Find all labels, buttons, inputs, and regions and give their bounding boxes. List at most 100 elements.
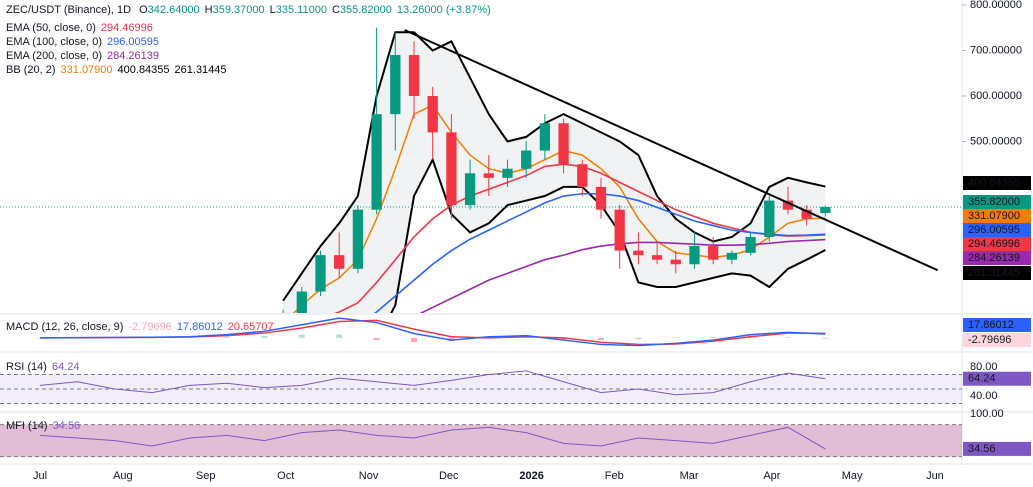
legend-value: 294.46996 bbox=[101, 22, 153, 34]
legend-value: 17.86012 bbox=[177, 321, 223, 333]
legend-name: MFI (14) bbox=[6, 420, 48, 432]
legend-title: ZEC/USDT (Binance), 1D O342.64000 H359.370… bbox=[6, 4, 491, 16]
ohlc-value: 342.64000 bbox=[148, 4, 200, 16]
candle-body bbox=[670, 259, 681, 265]
y-tick-label: 600.00000 bbox=[970, 90, 1022, 102]
legend: ZEC/USDT (Binance), 1D O342.64000 H359.370… bbox=[6, 4, 491, 76]
ema200-label: 284.26139 bbox=[968, 252, 1020, 264]
bb-lower-label-bg bbox=[963, 266, 1031, 280]
legend-name: MACD (12, 26, close, 9) bbox=[6, 321, 123, 333]
candle-body bbox=[820, 207, 831, 214]
symbol: ZEC/USDT (Binance), 1D bbox=[6, 4, 131, 16]
x-tick-label: Jun bbox=[926, 470, 944, 482]
legend-value: 64.24 bbox=[52, 361, 80, 373]
macd-hist-bar bbox=[37, 337, 44, 339]
mfi-legend: MFI (14) 34.56 bbox=[6, 420, 80, 432]
candle-body bbox=[651, 255, 663, 260]
hist-label: -2.79696 bbox=[968, 334, 1011, 346]
legend-name: EMA (50, close, 0) bbox=[6, 22, 96, 34]
candle-body bbox=[577, 164, 588, 187]
x-tick-label: Sep bbox=[196, 470, 216, 482]
legend-value: 34.56 bbox=[53, 420, 81, 432]
candle-body bbox=[614, 209, 625, 251]
candle-body bbox=[502, 168, 513, 178]
legend-row: EMA (100, close, 0) 296.00595 bbox=[6, 36, 159, 48]
x-tick-label: Mar bbox=[680, 470, 699, 482]
candle-body bbox=[782, 200, 794, 210]
legend-value: 284.26139 bbox=[107, 50, 159, 62]
ema50-label: 294.46996 bbox=[968, 238, 1020, 250]
candle-body bbox=[726, 252, 738, 260]
x-tick-label: Dec bbox=[439, 470, 459, 482]
bb-lower-label: 261.31445 bbox=[968, 267, 1020, 279]
legend-row: BB (20, 2) 331.07900 400.84355 261.31445 bbox=[6, 64, 227, 76]
legend-value: 400.84355 bbox=[118, 64, 170, 76]
bb-upper-label: 400.84355 bbox=[968, 177, 1020, 189]
legend-value: 261.31445 bbox=[175, 64, 227, 76]
mfi-line bbox=[39, 426, 826, 450]
ema-line bbox=[419, 238, 826, 313]
candle-body bbox=[633, 250, 644, 256]
ema-line bbox=[373, 192, 826, 313]
bb-basis-label-bg bbox=[963, 209, 1031, 223]
candle-body bbox=[483, 173, 494, 178]
x-tick-label: Aug bbox=[113, 470, 133, 482]
ohlc-value: 359.37000 bbox=[213, 4, 265, 16]
candle-body bbox=[464, 173, 476, 206]
candle-body bbox=[521, 150, 532, 169]
trendline bbox=[404, 29, 938, 272]
x-tick-label: Oct bbox=[277, 470, 294, 482]
macd-macd bbox=[40, 317, 826, 347]
macd-hist-bar bbox=[261, 336, 268, 338]
close-label: 355.82000 bbox=[968, 196, 1020, 208]
x-tick-label: Feb bbox=[605, 470, 624, 482]
candle-body bbox=[539, 123, 551, 151]
candle-body bbox=[315, 255, 326, 292]
x-tick-label: May bbox=[842, 470, 863, 482]
y-tick-label: 80.00 bbox=[970, 361, 998, 373]
ohlc-value: 335.11000 bbox=[276, 4, 327, 16]
candle-body bbox=[408, 55, 420, 96]
bb-upper bbox=[282, 31, 826, 302]
macd-label-bg bbox=[963, 318, 1031, 332]
bb-basis-label: 331.07900 bbox=[968, 210, 1020, 222]
candle-body bbox=[446, 132, 457, 206]
ohlc-key: L bbox=[270, 4, 276, 16]
legend-row: EMA (200, close, 0) 284.26139 bbox=[6, 50, 159, 62]
candle-body bbox=[371, 114, 382, 210]
candle-body bbox=[334, 255, 345, 269]
legend-value: 20.65707 bbox=[228, 321, 274, 333]
macd-hist-bar bbox=[298, 334, 305, 338]
candle-body bbox=[764, 200, 775, 237]
candle-body bbox=[745, 236, 756, 253]
x-tick-label: Nov bbox=[359, 470, 379, 482]
macd-hist-bar bbox=[784, 337, 791, 338]
mfi-label-bg bbox=[963, 441, 1031, 456]
legend-value: -2.79696 bbox=[128, 321, 171, 333]
macd-hist-bar bbox=[822, 337, 829, 339]
legend-name: BB (20, 2) bbox=[6, 64, 56, 76]
x-tick-label: Jul bbox=[33, 470, 47, 482]
candle-body bbox=[352, 209, 364, 269]
candle-body bbox=[801, 209, 812, 219]
macd-hist-bar bbox=[410, 337, 417, 343]
legend-value: 331.07900 bbox=[61, 64, 113, 76]
legend-value: 296.00595 bbox=[107, 36, 159, 48]
macd-legend: MACD (12, 26, close, 9) -2.79696 17.86012 2… bbox=[6, 321, 274, 333]
candle-body bbox=[558, 123, 569, 165]
x-tick-label: Apr bbox=[763, 470, 780, 482]
macd-hist-bar bbox=[710, 336, 717, 338]
macd-label: 17.86012 bbox=[968, 319, 1014, 331]
ohlc-value: 355.82000 bbox=[340, 4, 392, 16]
ema-line bbox=[334, 163, 826, 313]
y-tick-label: 500.00000 bbox=[970, 135, 1022, 147]
mfi-band bbox=[0, 424, 962, 457]
macd-hist-bar bbox=[560, 337, 567, 341]
y-tick-label: 700.00000 bbox=[970, 44, 1022, 56]
rsi-label-bg bbox=[963, 371, 1031, 386]
ohlc-key: O bbox=[139, 4, 148, 16]
candle-body bbox=[689, 246, 700, 265]
candle-body bbox=[427, 95, 438, 133]
ema50-label-bg bbox=[963, 237, 1031, 251]
